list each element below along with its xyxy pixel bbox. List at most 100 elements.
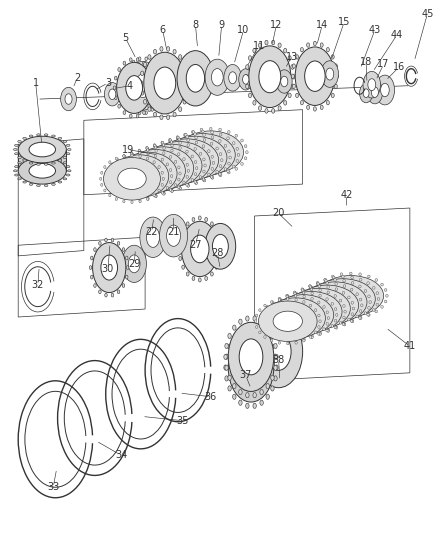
Ellipse shape [161,191,163,194]
Ellipse shape [153,50,156,54]
Ellipse shape [29,162,33,164]
Ellipse shape [295,93,298,98]
Ellipse shape [162,147,165,150]
Ellipse shape [291,74,293,78]
Ellipse shape [228,72,236,84]
Ellipse shape [161,141,163,144]
Ellipse shape [92,243,126,293]
Ellipse shape [207,173,210,176]
Ellipse shape [219,174,222,176]
Ellipse shape [143,62,146,67]
Ellipse shape [126,158,128,160]
Ellipse shape [265,333,290,370]
Ellipse shape [292,310,294,312]
Ellipse shape [302,339,304,342]
Text: 14: 14 [315,20,328,30]
Text: 44: 44 [390,30,402,41]
Ellipse shape [116,191,118,194]
Ellipse shape [163,168,166,171]
Ellipse shape [364,312,366,314]
Ellipse shape [314,288,317,292]
Ellipse shape [341,275,343,278]
Ellipse shape [187,139,189,142]
Ellipse shape [169,189,171,191]
Ellipse shape [44,155,48,157]
Ellipse shape [184,174,186,176]
Ellipse shape [136,114,138,118]
Ellipse shape [136,58,138,62]
Ellipse shape [151,60,153,64]
Ellipse shape [334,288,337,290]
Ellipse shape [219,133,222,136]
Ellipse shape [178,172,181,175]
Text: 12: 12 [269,20,282,30]
Ellipse shape [244,157,246,160]
Ellipse shape [194,142,226,163]
Ellipse shape [290,304,293,306]
Ellipse shape [218,173,221,175]
Ellipse shape [204,276,207,280]
Ellipse shape [306,105,309,109]
Ellipse shape [334,286,366,306]
Ellipse shape [358,285,360,288]
Ellipse shape [52,135,55,137]
Ellipse shape [151,108,153,111]
Ellipse shape [310,286,313,289]
Ellipse shape [263,336,265,338]
Text: 29: 29 [128,259,140,269]
Ellipse shape [146,181,148,183]
Ellipse shape [127,101,130,105]
Ellipse shape [145,187,148,190]
Ellipse shape [58,158,62,160]
Ellipse shape [176,137,179,140]
Ellipse shape [302,301,304,303]
Ellipse shape [371,309,374,311]
Ellipse shape [277,106,280,110]
Ellipse shape [252,327,256,332]
Ellipse shape [305,297,308,300]
Ellipse shape [44,134,48,136]
Ellipse shape [317,326,319,328]
Ellipse shape [238,400,242,405]
Ellipse shape [128,255,140,273]
Ellipse shape [224,376,228,381]
Ellipse shape [115,157,117,160]
Ellipse shape [317,329,320,332]
Ellipse shape [131,153,133,156]
Ellipse shape [169,173,171,175]
Ellipse shape [116,158,118,161]
Ellipse shape [270,333,273,338]
Ellipse shape [351,307,354,310]
Ellipse shape [155,171,158,173]
Ellipse shape [158,166,160,168]
Ellipse shape [145,57,147,61]
Ellipse shape [252,49,255,53]
Ellipse shape [315,281,318,284]
Text: 20: 20 [272,208,284,219]
Text: 28: 28 [211,248,223,258]
Ellipse shape [36,134,40,136]
Ellipse shape [326,289,358,309]
Ellipse shape [181,265,184,269]
Ellipse shape [371,286,374,289]
Ellipse shape [133,147,193,189]
Ellipse shape [127,66,130,70]
Ellipse shape [181,229,184,233]
Ellipse shape [283,307,286,310]
Ellipse shape [325,329,328,332]
Ellipse shape [272,311,302,332]
Ellipse shape [185,135,188,138]
Ellipse shape [350,288,352,291]
Ellipse shape [335,313,337,316]
Ellipse shape [211,167,213,171]
Ellipse shape [138,195,140,198]
Text: 11: 11 [252,41,265,51]
Ellipse shape [159,162,162,165]
Ellipse shape [142,61,145,65]
Text: 45: 45 [420,9,433,19]
Ellipse shape [160,84,162,87]
Ellipse shape [232,394,236,399]
Ellipse shape [234,167,237,170]
Ellipse shape [301,288,303,291]
Ellipse shape [100,183,102,187]
